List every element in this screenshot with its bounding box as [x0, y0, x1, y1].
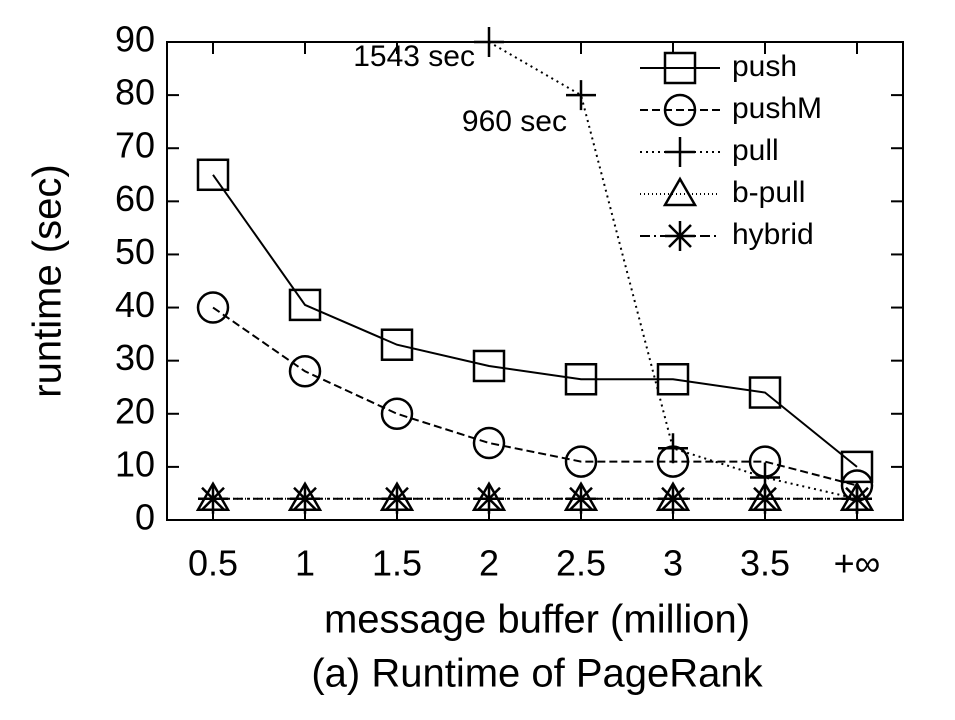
- x-tick-label: 3: [663, 543, 683, 584]
- x-tick-label: +∞: [834, 543, 881, 584]
- marker: [290, 483, 320, 514]
- x-axis-label: message buffer (million): [324, 598, 750, 642]
- legend-marker: [663, 93, 697, 127]
- legend-label: push: [732, 50, 797, 83]
- marker: [474, 27, 504, 57]
- marker: [288, 355, 322, 388]
- marker: [380, 397, 414, 431]
- marker: [658, 433, 688, 464]
- y-tick-label: 20: [115, 390, 155, 431]
- y-tick-label: 30: [115, 337, 155, 378]
- legend-label: b-pull: [732, 176, 805, 209]
- y-tick-label: 60: [115, 178, 155, 219]
- marker: [472, 349, 506, 383]
- y-axis-label: runtime (sec): [26, 164, 70, 397]
- y-tick-label: 90: [115, 19, 155, 60]
- x-tick-label: 0.5: [188, 543, 238, 584]
- legend-label: hybrid: [732, 218, 814, 251]
- marker: [474, 483, 504, 514]
- y-tick-label: 80: [115, 72, 155, 113]
- legend-label: pull: [732, 134, 779, 167]
- x-tick-label: 3.5: [740, 543, 790, 584]
- marker: [288, 288, 322, 322]
- marker: [748, 376, 782, 409]
- marker: [472, 426, 506, 460]
- marker: [842, 483, 872, 514]
- marker: [380, 328, 414, 361]
- marker: [196, 158, 230, 192]
- marker: [750, 483, 780, 514]
- marker: [196, 291, 230, 324]
- marker: [564, 445, 598, 478]
- legend-label: pushM: [732, 92, 822, 125]
- marker: [658, 483, 688, 514]
- y-tick-label: 10: [115, 443, 155, 484]
- annotation: 1543 sec: [353, 40, 475, 73]
- marker: [564, 363, 598, 396]
- marker: [656, 363, 690, 396]
- y-tick-label: 70: [115, 125, 155, 166]
- caption: (a) Runtime of PageRank: [311, 652, 763, 696]
- y-tick-label: 0: [135, 497, 155, 538]
- legend-marker: [663, 51, 697, 85]
- annotation: 960 sec: [462, 105, 567, 138]
- x-tick-label: 1.5: [372, 543, 422, 584]
- marker: [566, 80, 596, 111]
- y-tick-label: 40: [115, 284, 155, 325]
- marker: [198, 483, 228, 514]
- legend-marker: [665, 137, 695, 167]
- series-line: [212, 306, 858, 487]
- marker: [382, 483, 412, 514]
- marker: [566, 483, 596, 514]
- x-tick-label: 2: [479, 543, 499, 584]
- x-tick-label: 1: [295, 543, 315, 584]
- y-tick-label: 50: [115, 231, 155, 272]
- legend-marker: [662, 176, 698, 207]
- plot-frame: [166, 41, 904, 521]
- legend-marker: [665, 221, 695, 251]
- x-tick-label: 2.5: [556, 543, 606, 584]
